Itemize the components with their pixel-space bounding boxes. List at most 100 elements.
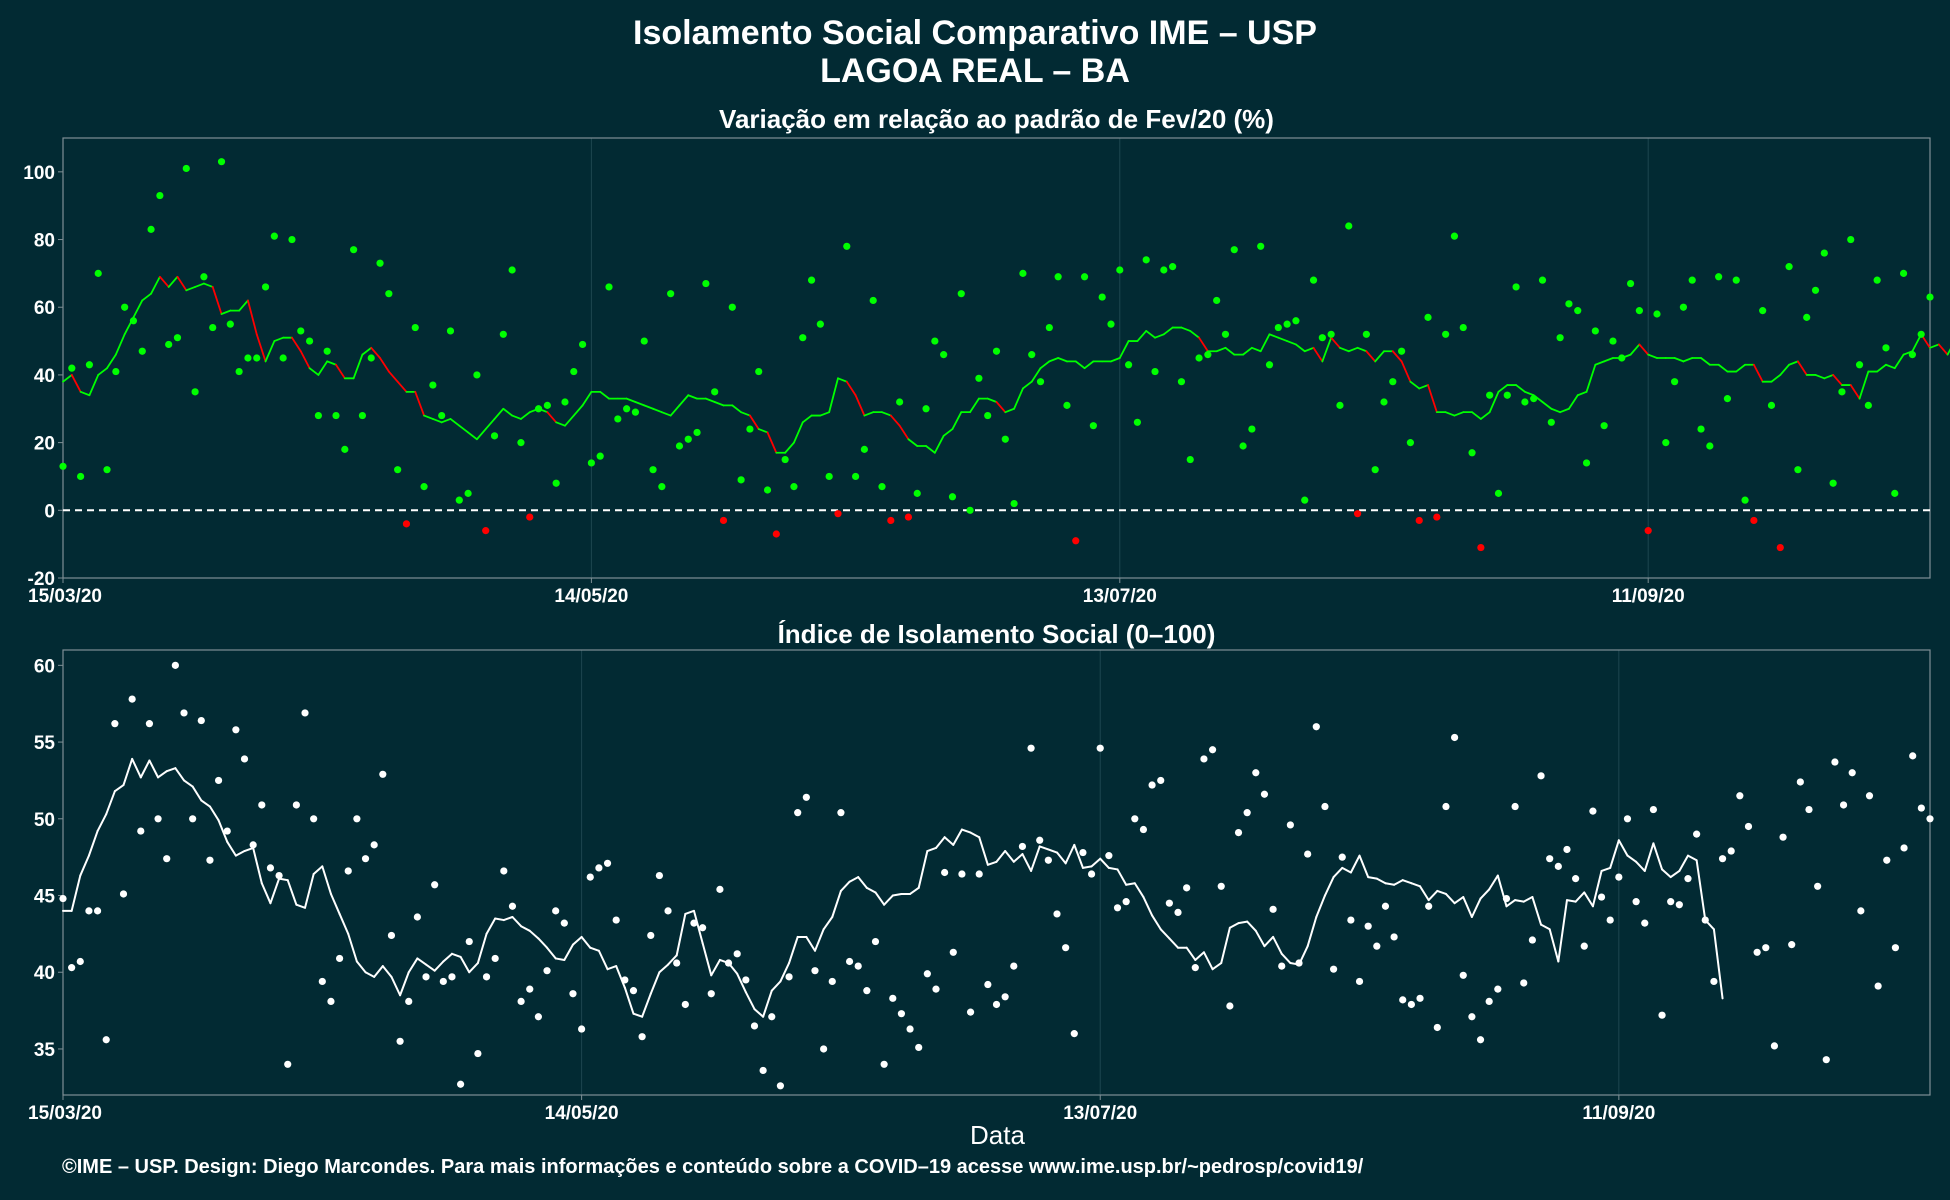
trend-line-segment [1635, 860, 1646, 872]
trend-line-segment [1557, 899, 1568, 963]
trend-line-segment [770, 980, 782, 992]
data-point [1572, 875, 1580, 883]
trend-line-segment [740, 411, 751, 417]
trend-line-segment [450, 952, 462, 958]
data-point [279, 354, 287, 362]
data-point [439, 977, 447, 986]
x-tick-label: 14/05/20 [545, 1103, 619, 1124]
data-point [1183, 884, 1191, 892]
data-point [1200, 755, 1208, 763]
trend-line-segment [779, 962, 791, 983]
data-point [76, 957, 84, 966]
data-point [1653, 310, 1661, 318]
data-point [614, 415, 622, 423]
data-point [1001, 993, 1009, 1001]
data-point [1433, 1023, 1441, 1032]
data-point [1750, 516, 1758, 525]
data-point [1424, 313, 1432, 321]
trend-line-segment [564, 414, 575, 427]
trend-line-segment [1409, 380, 1421, 390]
data-point [647, 931, 655, 940]
data-point [1899, 269, 1908, 277]
trend-line-segment [431, 418, 443, 424]
trend-line-segment [580, 935, 592, 949]
data-point [464, 489, 472, 497]
data-point [94, 269, 102, 277]
data-point [137, 827, 145, 835]
data-point [794, 809, 802, 817]
data-point [200, 273, 208, 281]
trend-line-segment [1030, 367, 1042, 383]
data-point [1160, 266, 1168, 274]
trend-line-segment [1057, 357, 1068, 363]
data-point [1883, 856, 1891, 864]
data-point [1839, 801, 1848, 809]
data-point [191, 388, 199, 396]
trend-line-segment [632, 1012, 644, 1018]
data-point [1476, 1036, 1485, 1044]
data-point [1036, 378, 1045, 386]
trend-line-segment [757, 428, 769, 434]
trend-line-segment [969, 831, 981, 839]
data-point [724, 959, 733, 967]
data-point [1364, 922, 1372, 930]
trend-line-segment [1937, 343, 1949, 356]
data-point [1226, 1002, 1234, 1010]
data-point [623, 405, 631, 413]
data-point [1221, 330, 1230, 338]
data-point [1857, 907, 1865, 915]
data-point [288, 235, 296, 244]
data-point [1891, 489, 1899, 497]
trend-line-segment [449, 418, 461, 427]
trend-line-segment [1700, 357, 1711, 366]
trend-line-segment [805, 935, 816, 952]
data-point [455, 496, 463, 504]
data-point [1538, 276, 1547, 284]
data-point [517, 997, 525, 1005]
trend-line-segment [1823, 374, 1835, 380]
trend-line-segment [1211, 962, 1223, 971]
trend-line-segment [352, 353, 364, 380]
data-point [180, 709, 188, 717]
data-point [305, 337, 314, 345]
data-point [1727, 847, 1735, 855]
data-point [1597, 893, 1606, 901]
data-point [1565, 300, 1573, 308]
trend-line-segment [234, 850, 246, 857]
trend-line-segment [485, 917, 497, 935]
trend-line-segment [1453, 896, 1465, 905]
trend-line-segment [1678, 854, 1689, 872]
trend-line-segment [335, 363, 346, 380]
trend-line-segment [247, 299, 258, 336]
data-point [596, 452, 604, 460]
data-point [240, 755, 249, 763]
trend-line-segment [762, 989, 773, 1018]
data-point [693, 428, 701, 437]
trend-line-segment [1418, 384, 1429, 390]
data-point [1891, 944, 1900, 952]
data-point [1107, 320, 1115, 328]
trend-line-segment [951, 411, 963, 430]
data-point [843, 242, 851, 250]
x-axis-label: Data [970, 1120, 1025, 1150]
data-point [235, 367, 243, 376]
trend-line-segment [1277, 336, 1289, 342]
data-point [664, 907, 672, 915]
trend-line-segment [907, 438, 919, 447]
data-point [1327, 330, 1335, 338]
data-point [750, 1022, 759, 1030]
trend-line-segment [649, 971, 661, 995]
data-point [728, 303, 736, 311]
data-point [1776, 543, 1784, 552]
data-point [244, 354, 252, 362]
trend-line-segment [926, 846, 937, 853]
data-point [931, 337, 939, 345]
data-point [1589, 807, 1597, 815]
x-tick-label: 11/09/20 [1582, 1103, 1655, 1124]
data-point [1701, 916, 1709, 924]
data-point [897, 1010, 906, 1018]
trend-line-segment [467, 431, 478, 441]
data-point [1407, 1000, 1415, 1009]
data-point [1345, 222, 1353, 230]
trend-line-segment [942, 428, 954, 437]
